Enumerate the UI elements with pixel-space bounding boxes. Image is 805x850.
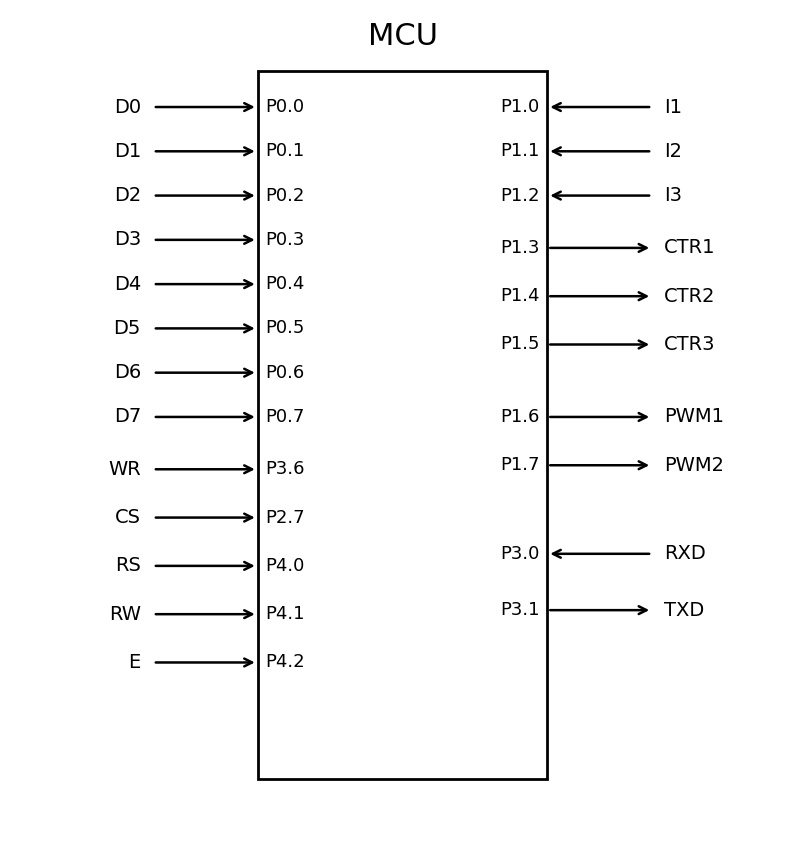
Text: P1.6: P1.6 — [500, 408, 539, 426]
Text: D4: D4 — [114, 275, 141, 293]
Text: CTR1: CTR1 — [664, 238, 716, 258]
Text: P0.6: P0.6 — [266, 364, 305, 382]
Text: PWM1: PWM1 — [664, 407, 724, 427]
Text: RW: RW — [109, 604, 141, 624]
Text: PWM2: PWM2 — [664, 456, 724, 475]
Text: D2: D2 — [114, 186, 141, 205]
Text: P3.6: P3.6 — [266, 461, 305, 479]
Text: WR: WR — [108, 460, 141, 479]
Text: P1.2: P1.2 — [500, 187, 539, 205]
Text: P1.3: P1.3 — [500, 239, 539, 257]
Text: P0.3: P0.3 — [266, 231, 305, 249]
Text: D3: D3 — [114, 230, 141, 249]
Text: MCU: MCU — [368, 22, 437, 51]
Text: P0.0: P0.0 — [266, 98, 305, 116]
Text: RS: RS — [115, 557, 141, 575]
Text: P1.1: P1.1 — [500, 142, 539, 161]
Text: D5: D5 — [114, 319, 141, 338]
Text: D0: D0 — [114, 98, 141, 116]
Text: P0.4: P0.4 — [266, 275, 305, 293]
Text: E: E — [129, 653, 141, 672]
Text: P4.0: P4.0 — [266, 557, 305, 575]
Text: P1.0: P1.0 — [500, 98, 539, 116]
Text: D1: D1 — [114, 142, 141, 161]
Text: CS: CS — [115, 508, 141, 527]
Text: P0.5: P0.5 — [266, 320, 305, 337]
Text: RXD: RXD — [664, 544, 706, 564]
Text: P4.2: P4.2 — [266, 654, 305, 672]
Text: P3.0: P3.0 — [500, 545, 539, 563]
Text: CTR2: CTR2 — [664, 286, 716, 306]
FancyBboxPatch shape — [258, 71, 547, 779]
Text: P0.7: P0.7 — [266, 408, 305, 426]
Text: P1.5: P1.5 — [500, 336, 539, 354]
Text: P3.1: P3.1 — [500, 601, 539, 619]
Text: D6: D6 — [114, 363, 141, 382]
Text: I1: I1 — [664, 98, 682, 116]
Text: P0.2: P0.2 — [266, 187, 305, 205]
Text: P2.7: P2.7 — [266, 508, 305, 526]
Text: P1.4: P1.4 — [500, 287, 539, 305]
Text: TXD: TXD — [664, 601, 704, 620]
Text: P0.1: P0.1 — [266, 142, 305, 161]
Text: P1.7: P1.7 — [500, 456, 539, 474]
Text: P4.1: P4.1 — [266, 605, 305, 623]
Text: CTR3: CTR3 — [664, 335, 716, 354]
Text: I2: I2 — [664, 142, 682, 161]
Text: D7: D7 — [114, 407, 141, 427]
Text: I3: I3 — [664, 186, 682, 205]
